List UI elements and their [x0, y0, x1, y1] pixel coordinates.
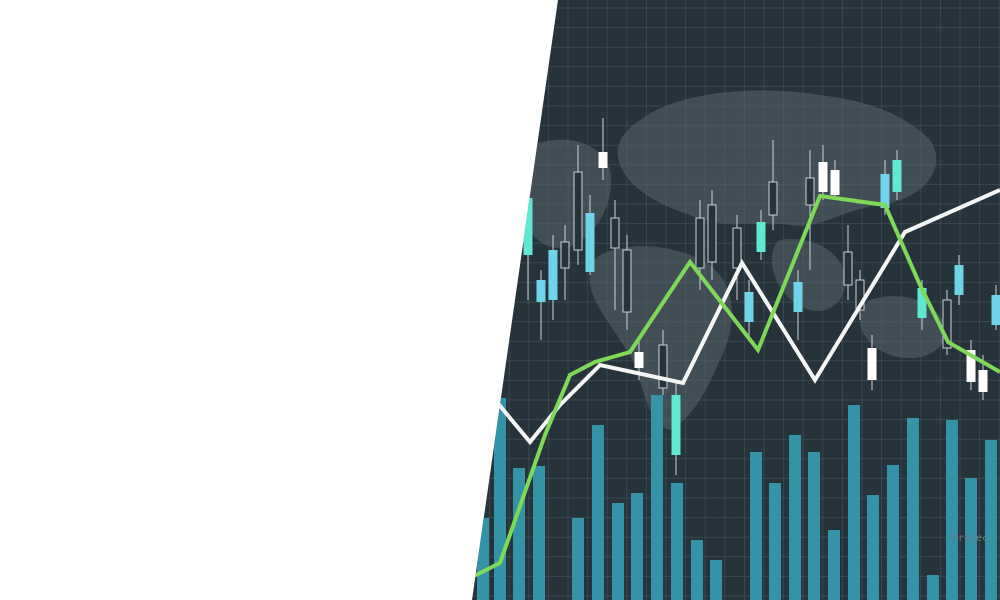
candle-body — [917, 288, 927, 318]
watermark: Projec — [952, 533, 988, 544]
volume-bar — [631, 493, 643, 600]
volume-bar — [572, 518, 584, 600]
candle-body — [978, 370, 988, 392]
volume-bar — [592, 425, 604, 600]
volume-bar — [533, 466, 545, 600]
candle-body — [523, 198, 533, 255]
volume-bar — [965, 478, 977, 600]
candle-body — [536, 280, 546, 302]
map-asia-south — [771, 239, 846, 311]
map-eurasia — [617, 90, 937, 226]
candlesticks — [523, 118, 1000, 475]
volume-bar — [710, 560, 722, 600]
candle-body — [855, 279, 865, 311]
volume-bar — [946, 420, 958, 600]
candle-body — [671, 395, 681, 455]
volume-bar — [769, 483, 781, 600]
green-trend-line — [472, 193, 1000, 579]
candle-body — [573, 171, 583, 251]
candle-body — [598, 152, 608, 168]
volume-bar — [671, 483, 683, 600]
candle-body — [548, 250, 558, 300]
volume-bar — [927, 575, 939, 600]
volume-bar — [887, 465, 899, 600]
candle-body — [695, 217, 705, 269]
candle-body — [744, 292, 754, 322]
candle-body — [991, 295, 1000, 325]
volume-bar — [691, 540, 703, 600]
volume-bar — [612, 503, 624, 600]
candle-body — [892, 160, 902, 192]
volume-bar — [789, 435, 801, 600]
volume-bars — [477, 395, 997, 600]
volume-bar — [828, 530, 840, 600]
white-trend-line — [493, 188, 1000, 446]
volume-bar — [513, 468, 525, 600]
candle-body — [843, 251, 853, 286]
candle-body — [768, 181, 778, 216]
volume-bar — [808, 452, 820, 600]
candle-body — [756, 222, 766, 252]
candle-body — [880, 174, 890, 208]
candle-body — [560, 241, 570, 269]
candle-body — [732, 227, 742, 269]
candle-body — [805, 177, 815, 206]
candle-body — [793, 282, 803, 312]
candle-body — [966, 350, 976, 382]
volume-bar — [985, 440, 997, 600]
volume-bar — [867, 495, 879, 600]
candle-body — [818, 162, 828, 192]
candle-body — [707, 204, 717, 263]
candle-body — [867, 348, 877, 380]
volume-bar — [907, 418, 919, 600]
candle-body — [634, 352, 644, 368]
candle-body — [585, 213, 595, 272]
candle-body — [942, 299, 952, 349]
candle-body — [954, 265, 964, 295]
panel: Projec — [472, 0, 1000, 600]
candle-body — [830, 170, 840, 195]
candle-body — [658, 344, 668, 389]
candle-body — [622, 249, 632, 313]
volume-bar — [848, 405, 860, 600]
volume-bar — [750, 452, 762, 600]
volume-bar — [651, 395, 663, 600]
candle-body — [610, 217, 620, 249]
